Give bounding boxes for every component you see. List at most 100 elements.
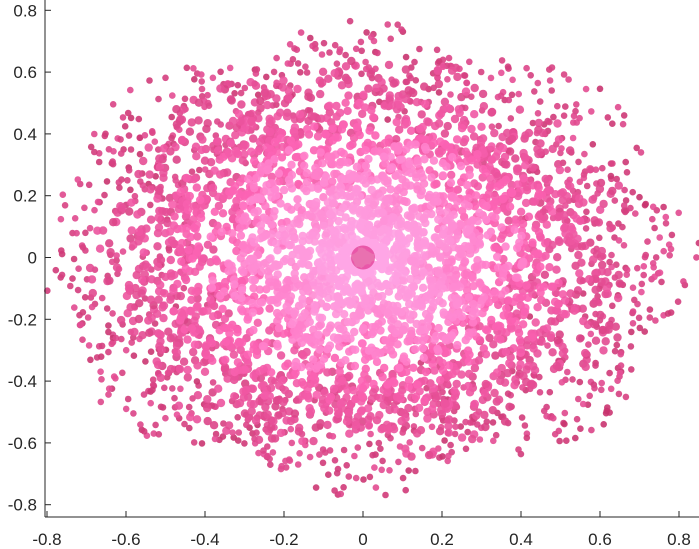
scatter-point — [485, 162, 494, 171]
scatter-point — [551, 190, 560, 199]
scatter-point — [110, 148, 117, 155]
scatter-point — [499, 311, 508, 320]
scatter-point — [241, 84, 249, 92]
scatter-point — [637, 149, 645, 156]
scatter-point — [491, 213, 500, 222]
scatter-point — [547, 207, 557, 216]
scatter-point — [620, 202, 628, 209]
scatter-point — [608, 251, 615, 259]
scatter-point — [393, 340, 402, 349]
scatter-point — [628, 366, 635, 373]
scatter-point — [509, 344, 518, 353]
scatter-point — [208, 183, 218, 192]
scatter-point — [44, 287, 51, 295]
scatter-point — [614, 377, 621, 385]
scatter-point — [515, 90, 522, 98]
scatter-point — [614, 270, 623, 280]
scatter-point — [367, 106, 376, 115]
scatter-point — [367, 185, 376, 195]
scatter-point — [415, 124, 425, 134]
scatter-point — [476, 300, 485, 309]
scatter-point — [127, 198, 136, 207]
scatter-point — [238, 156, 247, 165]
scatter-point — [239, 248, 248, 258]
scatter-point — [279, 76, 288, 85]
scatter-point — [558, 379, 566, 386]
scatter-point — [418, 283, 428, 292]
scatter-point — [290, 326, 299, 335]
scatter-point — [146, 185, 155, 194]
scatter-point — [561, 229, 570, 238]
scatter-point — [325, 471, 332, 479]
scatter-point — [381, 158, 390, 168]
scatter-point — [305, 231, 315, 240]
scatter-point — [361, 381, 370, 390]
scatter-point — [460, 200, 470, 209]
scatter-point — [262, 143, 271, 152]
scatter-point — [272, 239, 281, 248]
scatter-point — [382, 236, 391, 246]
scatter-point — [394, 251, 403, 260]
scatter-point — [119, 369, 126, 377]
scatter-point — [187, 295, 196, 304]
scatter-point — [536, 389, 544, 396]
scatter-point — [435, 89, 443, 96]
scatter-point — [481, 285, 490, 295]
scatter-point — [273, 54, 280, 62]
scatter-point — [248, 298, 257, 308]
scatter-point — [171, 394, 178, 402]
scatter-point — [119, 114, 127, 121]
scatter-point — [435, 58, 443, 65]
scatter-point — [597, 246, 606, 256]
scatter-point — [123, 309, 132, 318]
scatter-point — [226, 64, 234, 72]
scatter-point — [622, 158, 629, 166]
scatter-point — [190, 439, 198, 446]
scatter-point — [553, 299, 563, 309]
scatter-point — [339, 203, 348, 213]
scatter-point — [598, 379, 605, 387]
y-tick-label: -0.8 — [8, 496, 37, 515]
scatter-point — [221, 277, 230, 287]
scatter-point — [465, 170, 474, 180]
scatter-point — [153, 242, 162, 251]
scatter-point — [103, 178, 111, 185]
scatter-point — [660, 247, 667, 255]
scatter-point — [501, 347, 511, 357]
scatter-point — [314, 258, 323, 267]
scatter-point — [664, 310, 672, 317]
scatter-point — [528, 238, 537, 247]
scatter-point — [425, 190, 434, 200]
scatter-point — [386, 164, 395, 174]
scatter-point — [588, 108, 595, 115]
scatter-point — [230, 392, 239, 401]
scatter-point — [117, 136, 124, 143]
scatter-point — [81, 294, 89, 301]
scatter-point — [428, 282, 437, 292]
scatter-point — [528, 333, 537, 342]
scatter-point — [204, 91, 211, 99]
scatter-point — [504, 216, 513, 225]
scatter-point — [294, 60, 302, 67]
scatter-point — [310, 237, 319, 246]
scatter-point — [305, 210, 315, 219]
scatter-point — [386, 185, 395, 194]
scatter-point — [423, 291, 432, 301]
scatter-point — [413, 380, 422, 389]
scatter-point — [280, 284, 289, 294]
scatter-point — [382, 280, 391, 289]
scatter-point — [291, 368, 300, 378]
scatter-point — [366, 69, 375, 79]
scatter-point — [359, 90, 368, 100]
scatter-point — [521, 422, 529, 429]
scatter-point — [555, 427, 563, 435]
scatter-point — [490, 128, 499, 138]
scatter-point — [493, 252, 502, 261]
scatter-point — [414, 225, 423, 235]
scatter-point — [297, 338, 306, 348]
scatter-point — [479, 344, 488, 353]
scatter-point — [143, 262, 152, 272]
scatter-point — [328, 194, 337, 203]
scatter-point — [569, 376, 576, 383]
scatter-point — [266, 254, 275, 263]
